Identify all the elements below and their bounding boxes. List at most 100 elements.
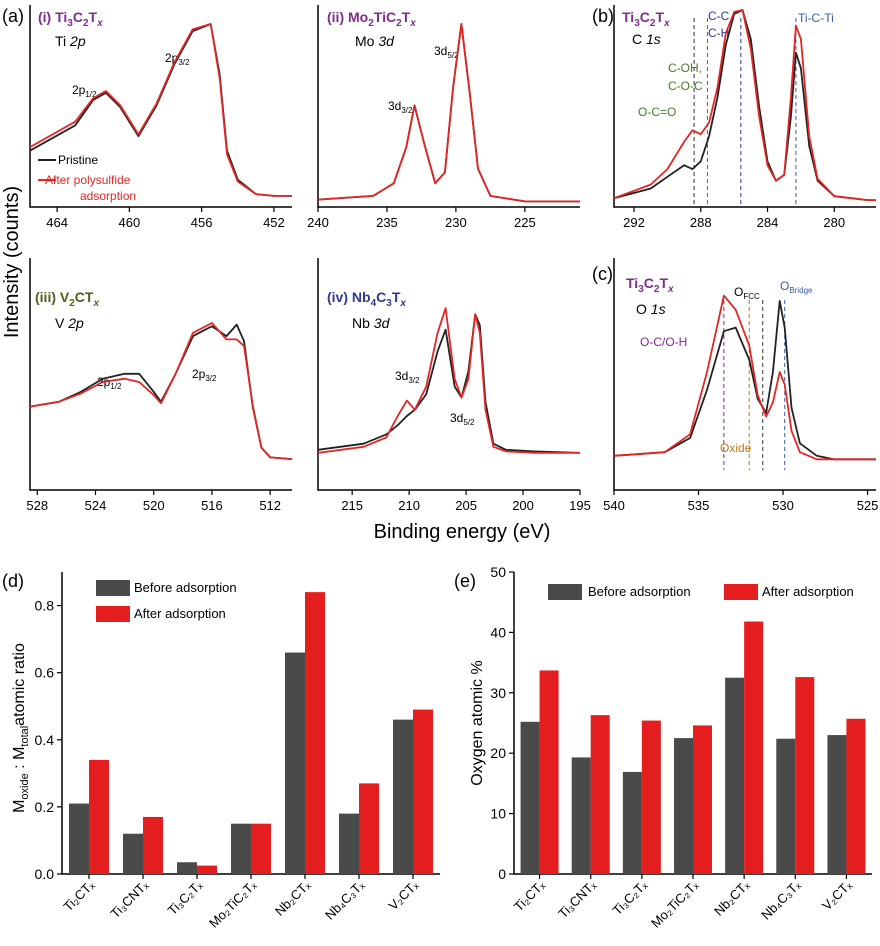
d-bar-after [89,759,109,874]
legend: Pristine After polysulfide adsorption [38,153,136,203]
peak-label-2p12: 2p1/2 [72,83,97,99]
panel-a-i: (i) Ti3C2Tx Ti 2p 2p1/2 2p3/2 Pristine A… [29,5,292,208]
e-bar-after [590,715,610,874]
svg-text:(iv) Nb4C3Tx: (iv) Nb4C3Tx [327,289,406,309]
e-bar-after [744,621,764,874]
legend-d: Before adsorption After adsorption [96,580,237,622]
a-iii-series-after-line [29,322,293,460]
a-iii-series-pristine-line [29,323,293,460]
d-category-label: Ti₂CTₓ [60,877,97,914]
d-ytick-label: 0.6 [35,665,55,681]
e-category-label: V₂CTₓ [819,877,855,913]
e-bar-after [693,725,712,874]
d-ytick-label: 0.0 [35,866,55,882]
a-iii-xtick-label: 528 [26,498,48,513]
panel-a-iii: (iii) V2CTx V 2p 2p1/2 2p3/2 [29,258,292,491]
d-category-label: Mo₂TiC₂Tₓ [206,877,260,931]
d-bar-after [197,865,217,874]
e-ytick-label: 10 [490,806,506,822]
a-iv-xtick-label: 195 [569,498,591,513]
panel-letter-c: (c) [592,264,613,284]
d-y-title: Moxide : Mtotalatomic ratio [11,643,31,813]
e-bar-after [539,670,559,874]
svg-text:Mo 3d: Mo 3d [355,33,395,49]
e-ytick-label: 30 [490,685,506,701]
legend-e: Before adsorption After adsorption [548,584,854,600]
legend-e-after: After adsorption [762,584,854,599]
d-bar-after [251,823,271,874]
a-iii-xtick-label: 524 [85,498,107,513]
a-i-series-after-line [29,23,292,197]
svg-text:(i) Ti3C2Tx: (i) Ti3C2Tx [38,9,103,29]
peak-label-nb-3d32: 3d3/2 [395,369,420,385]
chart-marks: 464 460 456 452 240 235 230 225 528 524 520 516 512 2… [26,9,879,931]
legend-pristine: Pristine [58,153,98,167]
panel-d: Before adsorption After adsorption Moxid… [11,572,440,875]
e-bar-before [571,757,591,874]
svg-text:(iii) V2CTx: (iii) V2CTx [35,289,99,309]
d-category-label: Ti₃C₂Tₓ [165,877,206,918]
d-ytick-label: 0.8 [35,598,55,614]
d-bar-before [285,652,305,874]
e-bar-after [641,720,661,874]
panel-letter-b: (b) [592,6,614,26]
e-bar-before [776,738,796,874]
e-category-label: Nb₂CTₓ [711,877,753,919]
panel-a-iv-title: (iv) Nb4C3Tx Nb 3d [327,289,406,331]
b-xtick-label: 280 [823,215,845,230]
peak-label-3d52: 3d5/2 [434,44,459,60]
d-bar-before [393,719,413,874]
svg-text:O 1s: O 1s [636,301,666,317]
a-iv-xtick-label: 215 [341,498,363,513]
c-series-pristine-line [613,299,876,461]
panel-a-iv: (iv) Nb4C3Tx Nb 3d 3d3/2 3d5/2 [317,258,580,491]
a-iii-xtick-label: 512 [259,498,281,513]
annot-ticti: Ti-C-Ti [798,11,834,25]
legend-after: After polysulfide [45,173,131,187]
panel-b-title: Ti3C2Tx C 1s [622,9,670,47]
panel-letter-a: (a) [2,6,24,26]
b-series-after-line [613,9,876,202]
e-category-label: Ti₃CNTₓ [555,877,599,921]
c-series-after-line [613,294,876,461]
c-xtick-label: 525 [857,498,879,513]
panel-letter-d: (d) [2,571,24,591]
legend-d-before: Before adsorption [134,580,237,595]
a-i-series-pristine-line [29,23,292,197]
e-category-label: Mo₂TiC₂Tₓ [648,877,702,931]
legend-d-after: After adsorption [134,606,226,621]
e-bar-before [520,721,540,874]
annot-coh: C-OH, [668,61,702,75]
svg-text:(ii) Mo2TiC2Tx: (ii) Mo2TiC2Tx [327,9,416,29]
panel-a-i-title: (i) Ti3C2Tx Ti 2p [38,9,103,49]
a-i-xtick-label: 456 [191,215,213,230]
xps-x-title: Binding energy (eV) [374,521,551,543]
a-i-xtick-label: 452 [263,215,285,230]
e-ytick-label: 0 [498,866,506,882]
e-category-label: Ti₂CTₓ [511,877,548,914]
d-bar-after [359,783,379,874]
svg-text:V 2p: V 2p [55,315,84,331]
panel-c-title: Ti3C2Tx O 1s [626,275,674,317]
panel-a-ii-title: (ii) Mo2TiC2Tx Mo 3d [327,9,416,49]
d-category-label: Ti₃CNTₓ [108,877,152,921]
e-ytick-label: 20 [490,745,506,761]
d-bar-after [305,592,325,874]
e-bar-before [622,771,642,874]
panel-b: Ti3C2Tx C 1s C-C, C-H Ti-C-Ti C-OH, C-O-… [613,5,876,208]
svg-text:Ti3C2Tx: Ti3C2Tx [626,275,674,295]
d-bar-before [339,813,359,874]
e-ytick-label: 40 [490,624,506,640]
legend-e-before: Before adsorption [588,584,691,599]
annot-ofcc: OFCC [734,285,760,301]
e-bar-after [795,677,815,874]
annot-oxide: Oxide [720,441,752,455]
d-bar-before [123,833,143,874]
annot-ocoh: O-C/O-H [640,335,687,349]
d-bar-after [143,816,163,874]
panel-a-iii-title: (iii) V2CTx V 2p [35,289,99,331]
a-ii-xtick-label: 230 [445,215,467,230]
c-xtick-label: 535 [688,498,710,513]
xps-y-title: Intensity (counts) [1,186,23,338]
